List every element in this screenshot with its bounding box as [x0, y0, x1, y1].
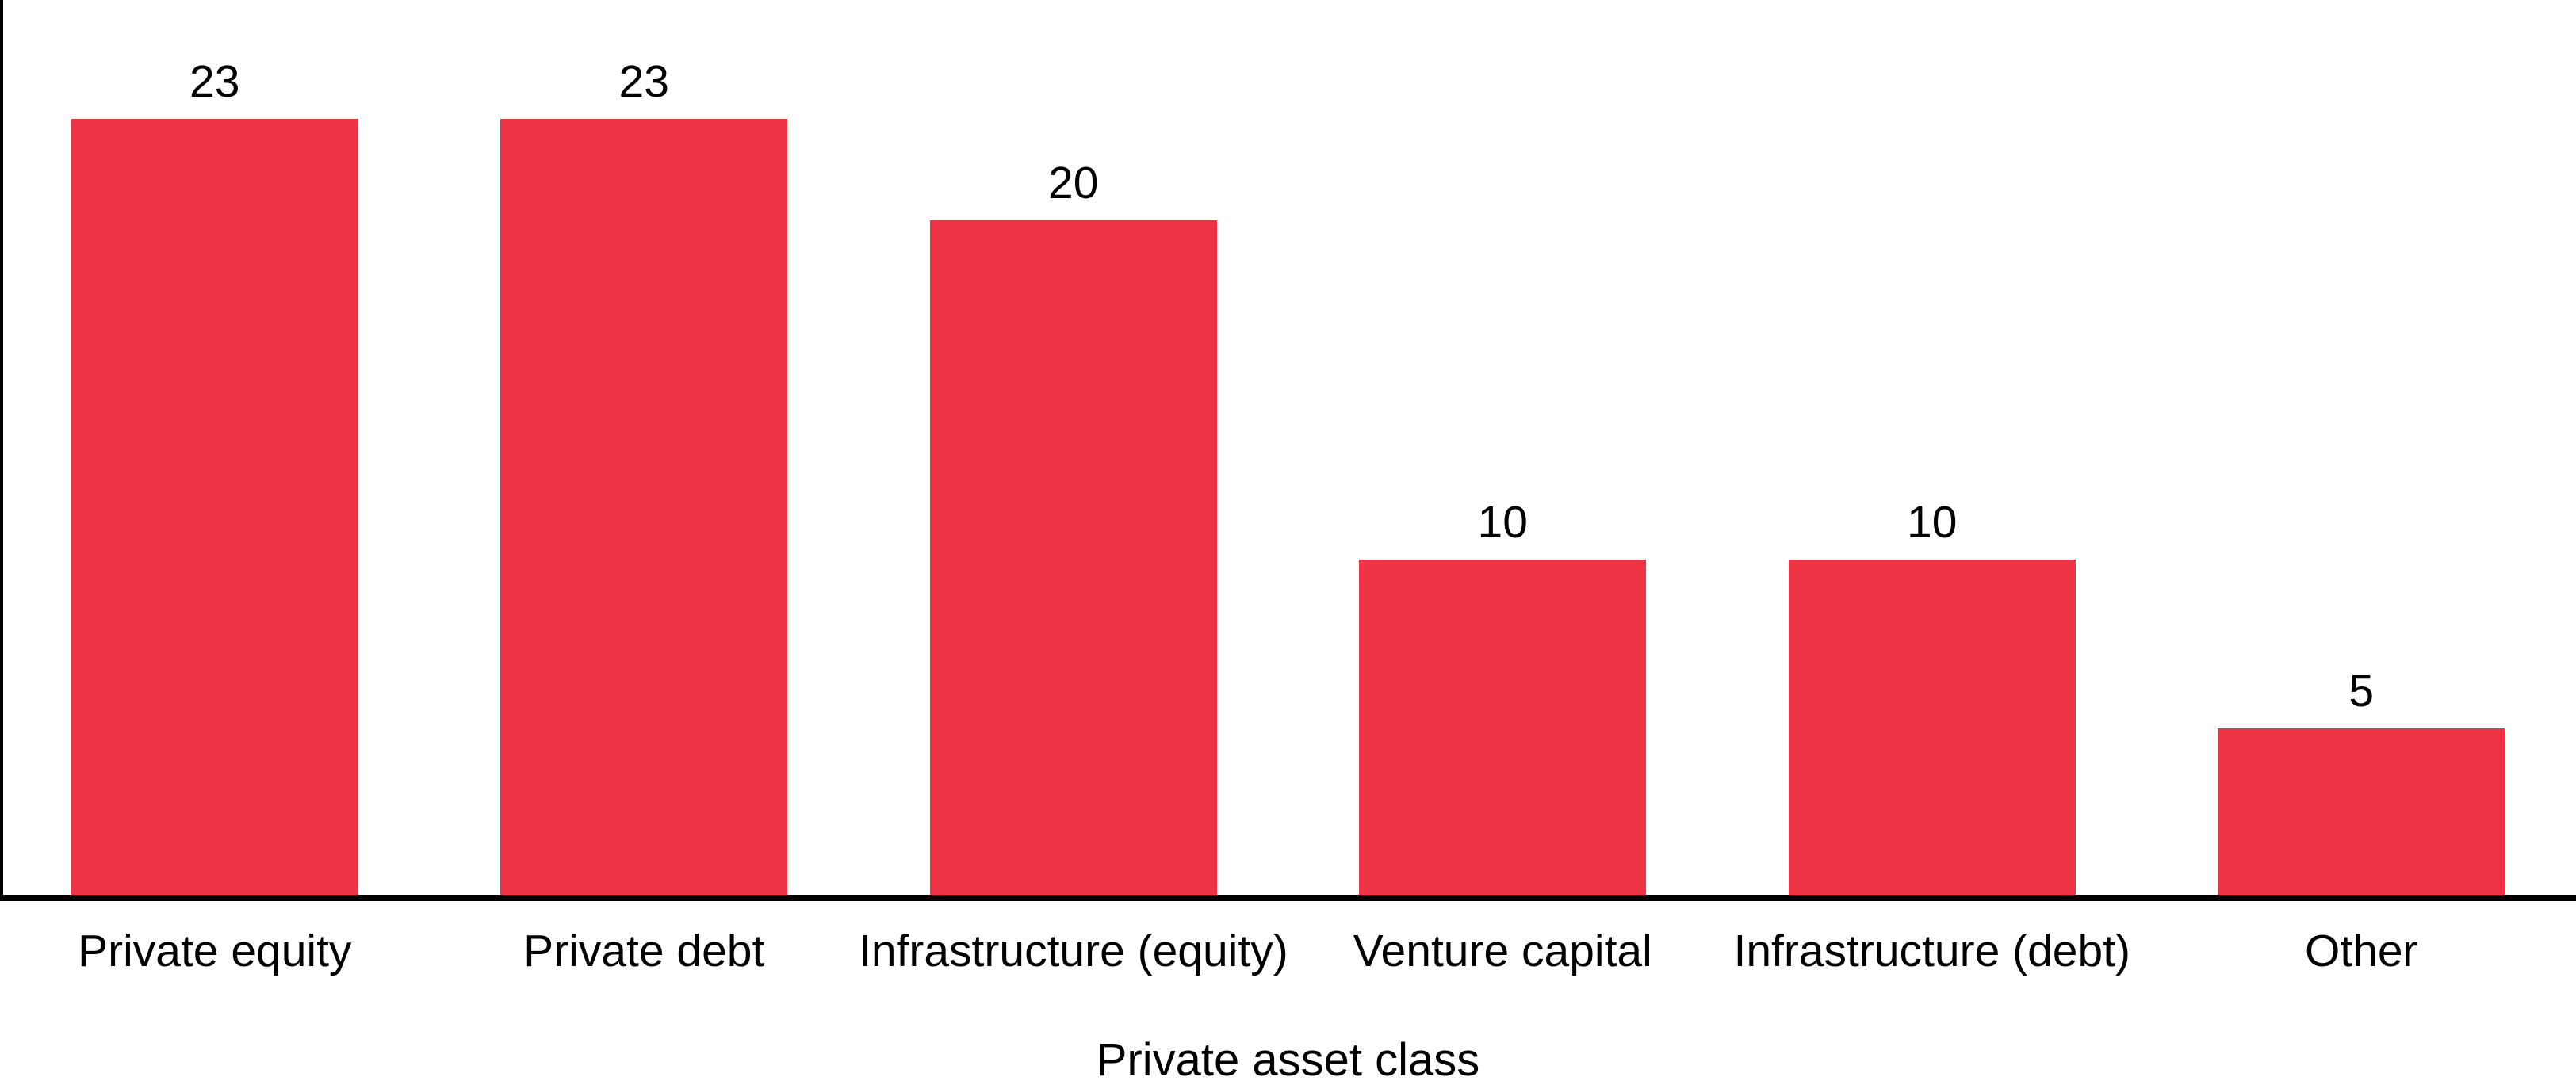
bar-value-label: 23 — [189, 56, 240, 107]
x-tick-label: Other — [2304, 926, 2418, 976]
x-axis-line — [0, 895, 2576, 901]
y-axis-line — [0, 0, 3, 901]
bar-value-label: 5 — [2348, 666, 2375, 716]
x-tick-label: Infrastructure (equity) — [859, 926, 1288, 976]
bar — [71, 119, 358, 898]
x-tick-label: Private equity — [78, 926, 352, 976]
bar — [2218, 728, 2505, 898]
bar — [1359, 560, 1647, 898]
x-tick-label: Private debt — [523, 926, 765, 976]
bar-value-label: 10 — [1907, 497, 1958, 548]
x-tick-label: Infrastructure (debt) — [1733, 926, 2131, 976]
x-axis-title: Private asset class — [1096, 1034, 1480, 1081]
bar-value-label: 20 — [1048, 158, 1099, 208]
bar — [929, 220, 1217, 898]
bar — [1788, 560, 2076, 898]
bar-value-label: 10 — [1477, 497, 1528, 548]
bar — [500, 119, 788, 898]
bar-value-label: 23 — [618, 56, 669, 107]
x-tick-label: Venture capital — [1353, 926, 1652, 976]
